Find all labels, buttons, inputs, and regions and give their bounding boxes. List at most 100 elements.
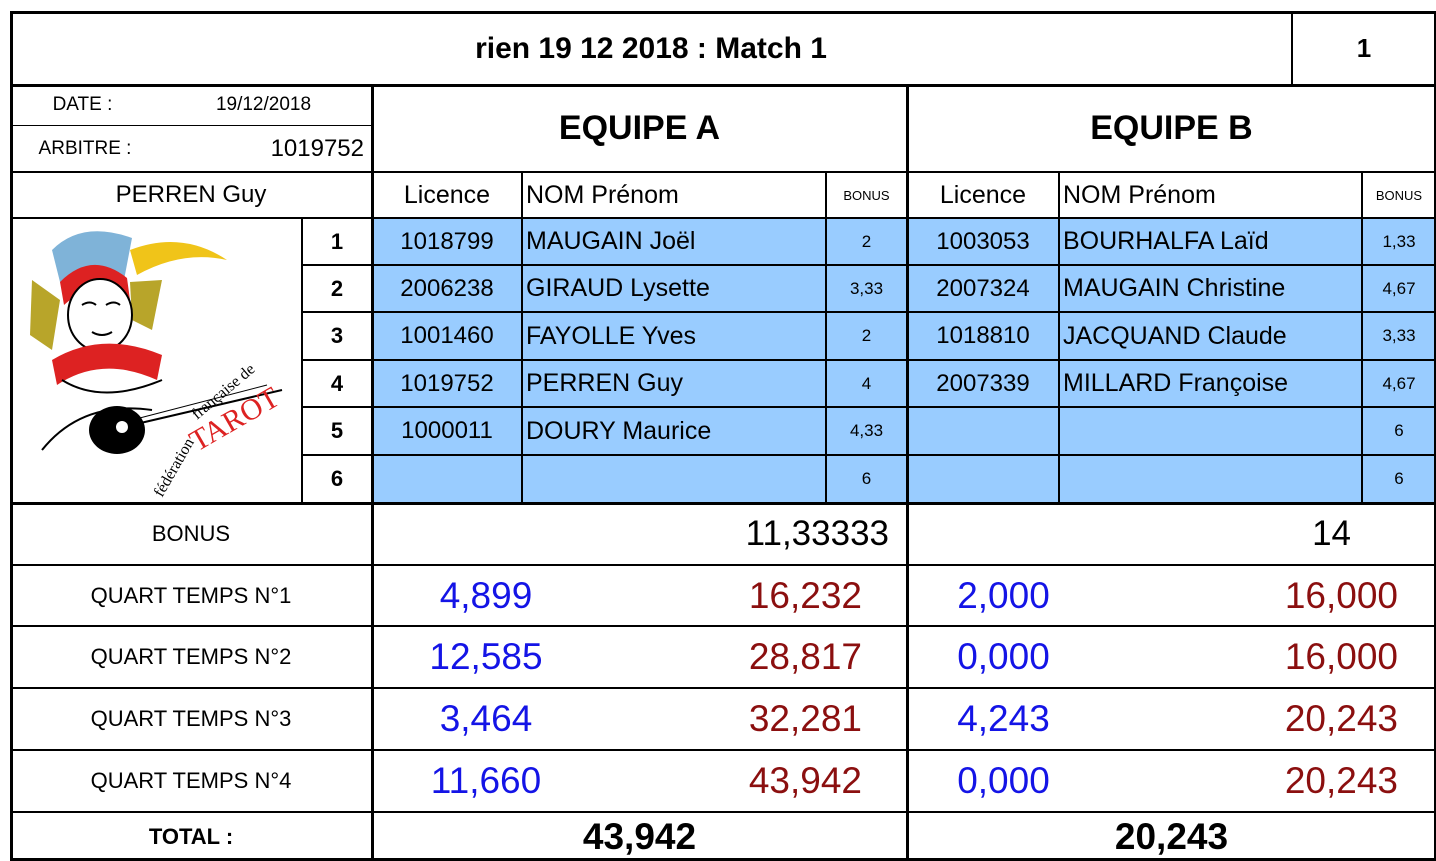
quarter-cumulative: 20,243 (1140, 688, 1436, 750)
player-name: JACQUAND Claude (1059, 312, 1362, 360)
grid-line (302, 311, 1436, 313)
player-name: FAYOLLE Yves (522, 312, 826, 360)
bonus: 1,33 (1362, 218, 1436, 265)
bonus: 4,33 (826, 407, 907, 455)
team-name: EQUIPE B (907, 85, 1436, 172)
row-number: 1 (302, 218, 372, 265)
player-name: MAUGAIN Christine (1059, 265, 1362, 312)
quarter-cumulative: 16,000 (1140, 626, 1436, 688)
quarter-cumulative: 16,232 (640, 565, 907, 626)
quarter-score: 2,000 (907, 565, 1140, 626)
licence: 1003053 (907, 218, 1059, 265)
label: QUART TEMPS N°4 (10, 750, 372, 812)
referee-name: PERREN Guy (10, 172, 372, 218)
column-header: NOM Prénom (1059, 172, 1362, 218)
licence: 1018810 (907, 312, 1059, 360)
team-total: 20,243 (907, 812, 1436, 861)
label: QUART TEMPS N°2 (10, 626, 372, 688)
grid-line (10, 687, 1436, 689)
bonus: 6 (1362, 407, 1436, 455)
grid-line (906, 85, 909, 861)
bonus: 4,67 (1362, 265, 1436, 312)
grid-line (10, 12, 13, 861)
label: TOTAL : (10, 812, 372, 861)
grid-line (10, 811, 1436, 813)
score-sheet: fédération française de TAROT rien 19 12… (0, 0, 1436, 861)
bonus: 4 (826, 360, 907, 407)
licence: 1001460 (372, 312, 522, 360)
grid-line (10, 11, 1436, 14)
team-name: EQUIPE A (372, 85, 907, 172)
licence: 1000011 (372, 407, 522, 455)
bonus: 2 (826, 312, 907, 360)
label: DATE : (10, 85, 155, 125)
column-header: Licence (372, 172, 522, 218)
bonus-total: 11,33333 (372, 503, 907, 565)
quarter-cumulative: 32,281 (640, 688, 907, 750)
grid-line (10, 171, 1436, 173)
player-name: DOURY Maurice (522, 407, 826, 455)
bonus: 6 (826, 455, 907, 503)
grid-line (302, 359, 1436, 361)
match-number: 1 (1292, 12, 1436, 85)
column-header: BONUS (1362, 172, 1436, 218)
row-number: 5 (302, 407, 372, 455)
player-name: MILLARD Françoise (1059, 360, 1362, 407)
grid-line (10, 125, 372, 126)
quarter-score: 4,243 (907, 688, 1140, 750)
referee-licence: 1019752 (160, 125, 372, 172)
licence: 2007339 (907, 360, 1059, 407)
label: QUART TEMPS N°3 (10, 688, 372, 750)
grid-line (302, 264, 1436, 266)
grid-line (302, 406, 1436, 408)
row-number: 4 (302, 360, 372, 407)
grid-line (1058, 172, 1060, 503)
grid-line (10, 625, 1436, 627)
grid-line (371, 85, 374, 861)
player-name: BOURHALFA Laïd (1059, 218, 1362, 265)
player-name: GIRAUD Lysette (522, 265, 826, 312)
quarter-cumulative: 28,817 (640, 626, 907, 688)
label: QUART TEMPS N°1 (10, 565, 372, 626)
logo-text: fédération (151, 435, 198, 500)
grid-line (10, 502, 1436, 505)
title: rien 19 12 2018 : Match 1 (10, 12, 1292, 85)
grid-line (10, 858, 1436, 861)
quarter-score: 11,660 (372, 750, 640, 812)
quarter-cumulative: 16,000 (1140, 565, 1436, 626)
grid-line (302, 454, 1436, 456)
team-total: 43,942 (372, 812, 907, 861)
quarter-score: 4,899 (372, 565, 640, 626)
column-header: Licence (907, 172, 1059, 218)
bonus: 2 (826, 218, 907, 265)
grid-line (1291, 12, 1293, 85)
logo: fédération française de TAROT (12, 220, 300, 502)
bonus: 6 (1362, 455, 1436, 503)
licence: 1018799 (372, 218, 522, 265)
quarter-cumulative: 20,243 (1140, 750, 1436, 812)
row-number: 6 (302, 455, 372, 503)
row-number: 3 (302, 312, 372, 360)
bonus: 3,33 (826, 265, 907, 312)
bonus-total: 14 (907, 503, 1436, 565)
quarter-cumulative: 43,942 (640, 750, 907, 812)
quarter-score: 3,464 (372, 688, 640, 750)
column-header: BONUS (826, 172, 907, 218)
quarter-score: 12,585 (372, 626, 640, 688)
grid-line (1361, 172, 1363, 503)
grid-line (825, 172, 827, 503)
grid-line (10, 84, 1436, 87)
grid-line (301, 218, 303, 503)
player-name: PERREN Guy (522, 360, 826, 407)
bonus: 3,33 (1362, 312, 1436, 360)
licence: 2006238 (372, 265, 522, 312)
player-name: MAUGAIN Joël (522, 218, 826, 265)
label: ARBITRE : (10, 125, 160, 172)
grid-line (10, 564, 1436, 566)
bonus: 4,67 (1362, 360, 1436, 407)
grid-line (10, 217, 1436, 219)
quarter-score: 0,000 (907, 750, 1140, 812)
quarter-score: 0,000 (907, 626, 1140, 688)
date: 19/12/2018 (155, 85, 372, 125)
licence: 2007324 (907, 265, 1059, 312)
